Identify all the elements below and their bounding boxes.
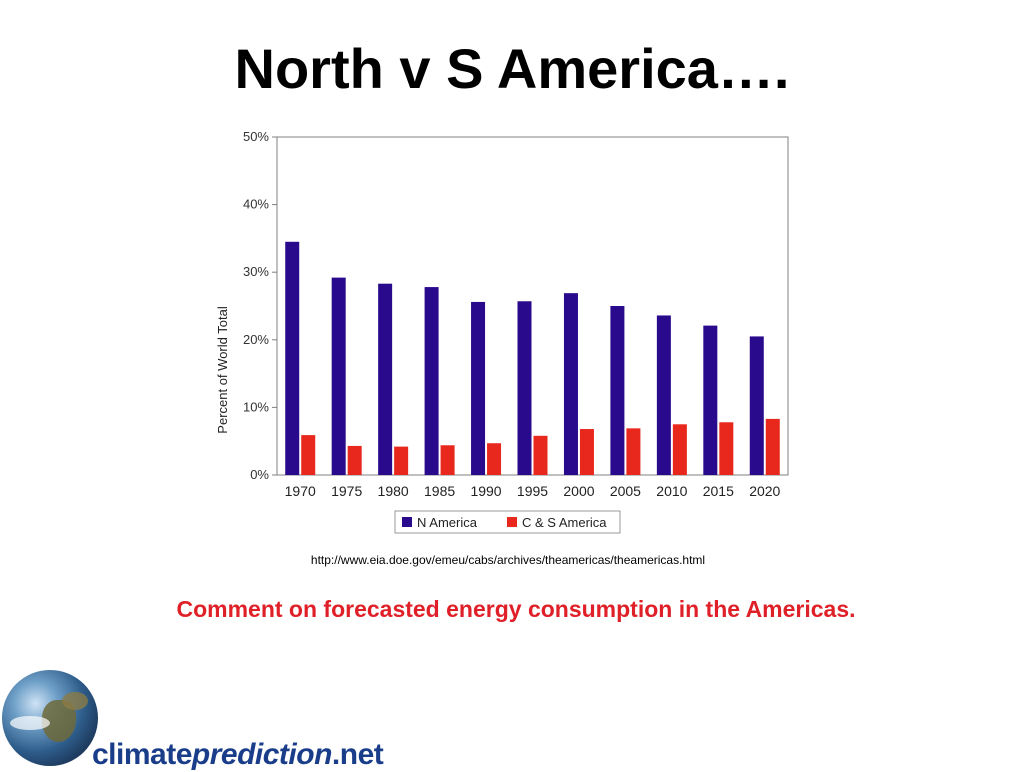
bar-cs-america xyxy=(487,443,502,475)
slide-title: North v S America…. xyxy=(234,37,790,100)
x-tick-label: 2020 xyxy=(749,483,780,499)
climateprediction-logo: climateprediction.net xyxy=(0,668,420,771)
x-tick-label: 1970 xyxy=(285,483,316,499)
y-tick-label: 10% xyxy=(243,399,269,414)
bar-n-america xyxy=(331,277,346,475)
x-tick-label: 1980 xyxy=(378,483,409,499)
x-tick-label: 1995 xyxy=(517,483,548,499)
legend-entry: N America xyxy=(417,515,478,530)
legend: N America C & S America xyxy=(394,510,621,534)
y-tick-label: 0% xyxy=(250,467,269,482)
legend-swatch xyxy=(507,517,517,527)
bar-cs-america xyxy=(765,418,780,475)
y-tick-label: 40% xyxy=(243,197,269,212)
y-tick-label: 30% xyxy=(243,264,269,279)
logo-text: climateprediction.net xyxy=(92,738,384,771)
bar-cs-america xyxy=(579,429,594,475)
source-url[interactable]: http://www.eia.doe.gov/emeu/cabs/archive… xyxy=(310,553,706,567)
bar-cs-america xyxy=(719,422,734,475)
y-axis: 0% 10% 20% 30% 40% 50% xyxy=(243,129,277,482)
comment-prompt: Comment on forecasted energy consumption… xyxy=(176,596,856,622)
y-axis-label: Percent of World Total xyxy=(215,306,230,434)
bar-n-america xyxy=(563,293,578,475)
bar-n-america xyxy=(424,287,439,475)
bar-cs-america xyxy=(672,424,687,475)
bar-n-america xyxy=(749,336,764,475)
bar-cs-america xyxy=(440,445,455,475)
bar-cs-america xyxy=(626,428,641,475)
plot-frame xyxy=(276,136,789,476)
x-tick-label: 1990 xyxy=(470,483,501,499)
y-tick-label: 20% xyxy=(243,332,269,347)
bar-n-america xyxy=(285,241,300,475)
bar-cs-america xyxy=(533,435,548,475)
bar-n-america xyxy=(610,306,625,475)
globe-icon xyxy=(2,670,98,766)
bar-cs-america xyxy=(347,445,362,475)
x-tick-label: 1985 xyxy=(424,483,455,499)
bar-cs-america xyxy=(394,446,409,475)
bar-cs-america xyxy=(301,435,316,475)
legend-swatch xyxy=(402,517,412,527)
bar-n-america xyxy=(378,283,393,475)
bar-n-america xyxy=(656,315,671,475)
x-tick-label: 2005 xyxy=(610,483,641,499)
x-tick-label: 2000 xyxy=(563,483,594,499)
bar-n-america xyxy=(517,301,532,475)
x-tick-label: 1975 xyxy=(331,483,362,499)
bar-n-america xyxy=(703,325,718,475)
x-tick-label: 2015 xyxy=(703,483,734,499)
x-tick-label: 2010 xyxy=(656,483,687,499)
x-axis: 1970 1975 1980 1985 1990 1995 2000 2005 2010 2015… xyxy=(285,483,781,499)
bar-chart: 0%10%20%30%40%50% 1970 1975 1980 1985 1990 19… xyxy=(215,129,789,534)
plot-area xyxy=(276,136,789,476)
y-tick-label: 50% xyxy=(243,129,269,144)
bar-n-america xyxy=(471,301,486,475)
legend-entry: C & S America xyxy=(522,515,607,530)
